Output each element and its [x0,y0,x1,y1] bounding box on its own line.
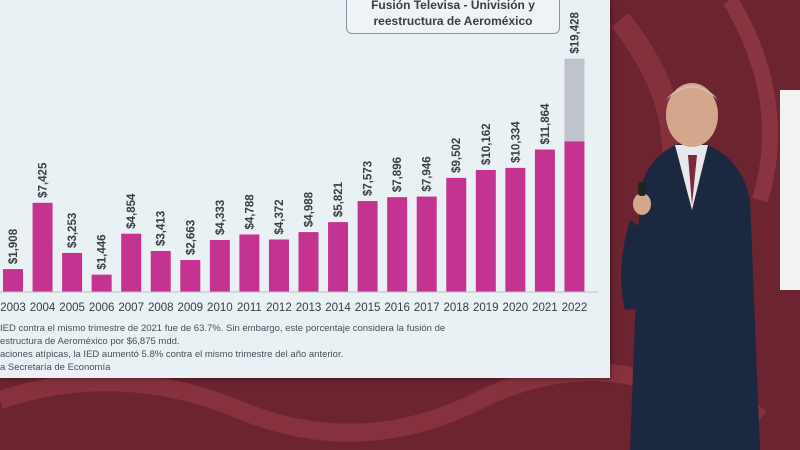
bar-2008 [150,251,171,292]
tick-label-2017: 2017 [414,302,440,314]
value-label-2022: $19,428 [569,11,581,53]
callout-line-1: Fusión Televisa - Univisión y [371,0,535,12]
tick-label-2021: 2021 [532,302,558,314]
tick-label-2013: 2013 [296,302,322,314]
bar-2021 [534,149,555,292]
bar-2020 [505,167,526,292]
bar-2007 [121,233,142,292]
value-label-2012: $4,372 [274,199,286,234]
tick-label-2014: 2014 [325,302,351,314]
value-label-2014: $5,821 [333,181,345,217]
value-label-2003: $1,908 [8,228,20,264]
bar-2010 [209,239,230,292]
tick-label-2010: 2010 [207,302,233,314]
value-label-2018: $9,502 [451,138,463,173]
bar-2015 [357,201,378,292]
bar-2012 [268,239,289,292]
tick-label-2012: 2012 [266,302,292,314]
value-label-2005: $3,253 [67,213,79,248]
tick-label-2003: 2003 [0,302,26,314]
footnotes: IED contra el mismo trimestre de 2021 fu… [0,322,600,374]
bar-2018 [446,177,467,292]
value-label-2006: $1,446 [97,234,109,269]
tick-label-2018: 2018 [443,302,469,314]
tick-label-2005: 2005 [59,302,85,314]
value-label-2010: $4,333 [215,200,227,235]
footnote-line-2: estructura de Aeroméxico por $6,875 mdd. [0,336,180,347]
tick-label-2008: 2008 [148,302,174,314]
tick-label-2016: 2016 [384,302,410,314]
bar-2022 [564,141,585,292]
tick-label-2004: 2004 [30,302,56,314]
tick-label-2019: 2019 [473,302,499,314]
value-label-2015: $7,573 [363,161,375,196]
bar-2013 [298,232,319,292]
tick-label-2015: 2015 [355,302,381,314]
value-label-2013: $4,988 [304,191,316,227]
callout-line-2: reestructura de Aeroméxico [373,14,533,28]
bar-2017 [416,196,437,292]
bar-2011 [239,234,260,292]
tick-label-2006: 2006 [89,302,115,314]
value-label-2007: $4,854 [126,193,138,229]
value-label-2004: $7,425 [38,162,50,198]
value-label-2019: $10,162 [481,123,493,165]
bar-2016 [387,197,408,292]
value-label-2016: $7,896 [392,157,404,192]
speaker-figure [621,83,760,450]
tick-label-2022: 2022 [562,302,588,314]
value-label-2017: $7,946 [422,156,434,191]
bar-2019 [475,169,496,292]
bar-2003 [3,269,23,292]
callout-box: Fusión Televisa - Univisión y reestructu… [346,0,560,34]
footnote-line-3: aciones atípicas, la IED aumentó 5.8% co… [0,349,344,360]
bar-2014 [328,222,349,292]
value-label-2020: $10,334 [510,121,522,163]
tick-label-2020: 2020 [503,302,529,314]
bar-chart: $1,908 2003 $7,425 2004 $3,253 2005 $1,446 2006… [0,11,598,314]
value-label-2009: $2,663 [185,220,197,255]
tick-label-2011: 2011 [237,302,262,314]
value-label-2021: $11,864 [540,103,552,145]
tick-label-2007: 2007 [118,302,144,314]
bar-2006 [91,274,112,292]
bar-extra-2022 [564,58,585,142]
value-label-2011: $4,788 [244,194,256,230]
value-label-2008: $3,413 [156,211,168,246]
footnote-line-1: IED contra el mismo trimestre de 2021 fu… [0,323,446,334]
presentation-screen: $1,908 2003 $7,425 2004 $3,253 2005 $1,446 2006… [0,0,610,378]
bar-2004 [32,202,53,292]
bar-2009 [180,260,201,292]
footnote-source: a Secretaría de Economía [0,362,111,373]
tick-label-2009: 2009 [178,302,204,314]
bar-2005 [62,252,83,292]
